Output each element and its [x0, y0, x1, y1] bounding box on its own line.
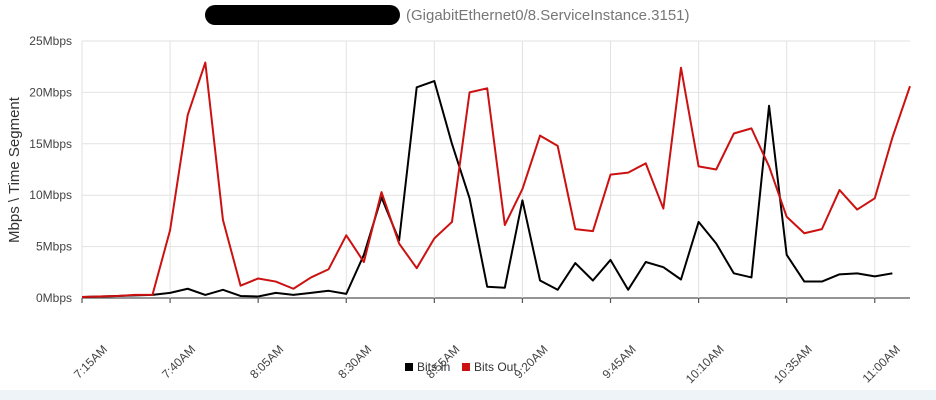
y-tick-label-4: 20Mbps [29, 85, 72, 99]
y-tick-label-5: 25Mbps [29, 34, 72, 48]
page-bottom-bar [0, 390, 936, 400]
x-tick-label-1: 7:40AM [159, 342, 198, 381]
grid [81, 40, 910, 299]
legend-swatch-bits-out [462, 363, 470, 371]
x-tick-label-7: 10:10AM [683, 342, 727, 386]
series-lines [81, 61, 911, 298]
y-tick-label-3: 15Mbps [29, 137, 72, 151]
series-line-bits-in [81, 80, 893, 298]
legend: Bits In Bits Out [405, 360, 517, 374]
x-tick-label-0: 7:15AM [71, 342, 110, 381]
legend-swatch-bits-in [405, 363, 413, 371]
legend-label-bits-out: Bits Out [474, 360, 517, 374]
y-tick-label-1: 5Mbps [36, 240, 72, 254]
y-axis-label: Mbps \ Time Segment [6, 96, 23, 243]
x-tick-label-5: 9:20AM [511, 342, 550, 381]
x-tick-label-9: 11:00AM [860, 342, 903, 385]
y-ticks: 0Mbps 5Mbps 10Mbps 15Mbps 20Mbps 25Mbps [29, 34, 72, 305]
series-line-bits-out [81, 61, 911, 298]
x-tick-label-6: 9:45AM [599, 342, 638, 381]
legend-label-bits-in: Bits In [417, 360, 450, 374]
x-tick-label-2: 8:05AM [247, 342, 286, 381]
x-tick-label-3: 8:30AM [335, 342, 374, 381]
x-tick-label-8: 10:35AM [771, 342, 815, 386]
chart-title: (GigabitEthernet0/8.ServiceInstance.3151… [406, 7, 690, 24]
y-tick-label-2: 10Mbps [29, 188, 72, 202]
y-tick-label-0: 0Mbps [36, 291, 72, 305]
title-redaction [205, 5, 400, 25]
